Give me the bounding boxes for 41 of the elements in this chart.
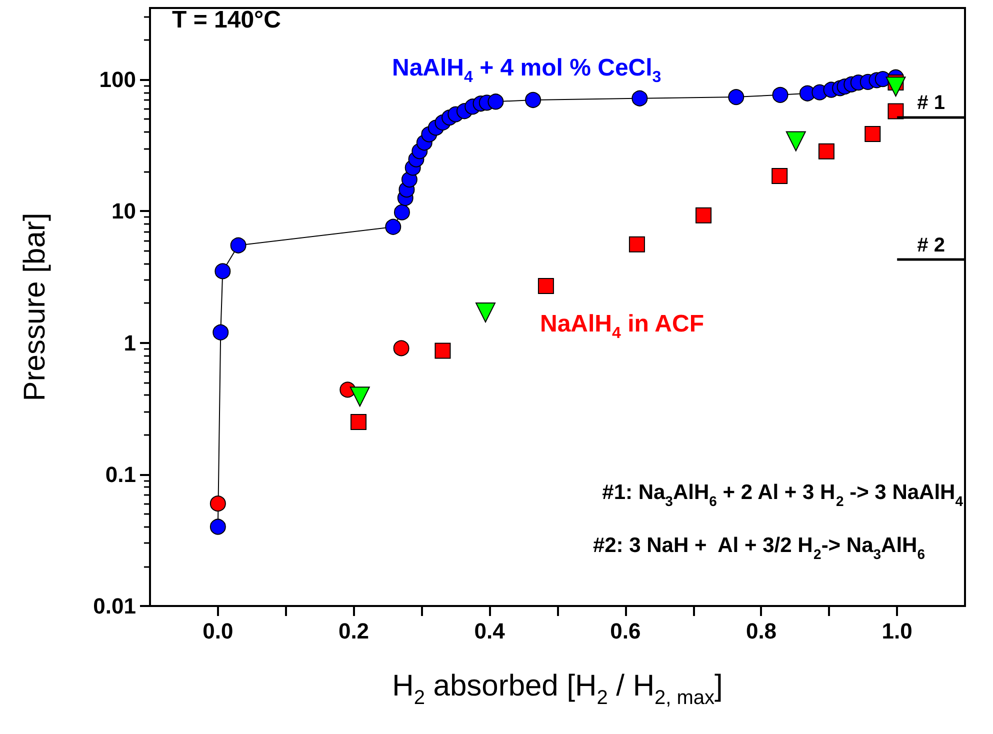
x-tick-label: 0.0 xyxy=(202,618,234,644)
y-tick-label: 0.01 xyxy=(93,594,136,618)
x-tick-label: 1.0 xyxy=(882,618,912,644)
point xyxy=(525,92,542,108)
point xyxy=(212,324,229,340)
point xyxy=(488,94,504,110)
y-tick-label: 0.1 xyxy=(105,462,136,487)
point xyxy=(476,302,496,322)
x-tick-label: 0.8 xyxy=(746,618,777,644)
point xyxy=(350,386,370,407)
point xyxy=(886,76,906,97)
point xyxy=(210,496,226,512)
point xyxy=(230,237,246,254)
x-tick-label: 0.2 xyxy=(338,618,370,644)
y-tick-label: 10 xyxy=(112,198,136,224)
point xyxy=(538,278,554,294)
point xyxy=(632,90,648,106)
point xyxy=(728,89,744,106)
x-tick-label: 0.6 xyxy=(610,618,641,644)
annotation: # 1 xyxy=(917,92,945,114)
point xyxy=(818,143,834,160)
y-tick-label: 1 xyxy=(124,330,136,356)
point xyxy=(786,131,806,152)
annotation: # 2 xyxy=(917,234,945,256)
point xyxy=(696,207,712,224)
point xyxy=(434,342,451,359)
point xyxy=(772,86,788,103)
point xyxy=(888,103,904,120)
point xyxy=(385,218,402,235)
point xyxy=(214,263,231,280)
point xyxy=(210,518,226,535)
annotation: T = 140°C xyxy=(172,6,281,34)
point xyxy=(393,340,410,356)
y-tick-label: 100 xyxy=(99,67,136,92)
x-tick-label: 0.4 xyxy=(474,618,506,644)
point xyxy=(350,414,367,430)
point xyxy=(772,168,788,184)
point xyxy=(864,126,881,142)
point xyxy=(394,204,410,220)
point xyxy=(628,236,645,252)
y-axis-title: Pressure [bar] xyxy=(18,212,52,402)
